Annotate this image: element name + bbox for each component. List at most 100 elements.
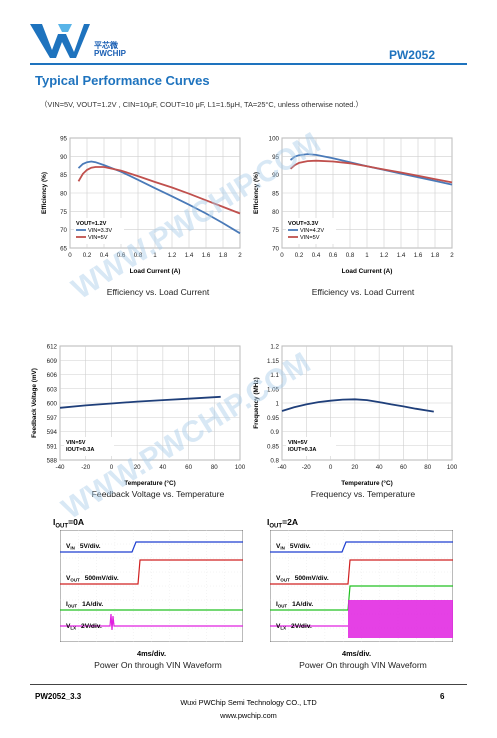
x-tick-label: 0 xyxy=(280,252,284,259)
caption-feedback: Feedback Voltage vs. Temperature xyxy=(91,489,225,499)
annotation-text: VIN=5V xyxy=(288,440,308,446)
x-tick-label: 2 xyxy=(450,252,454,259)
waveform-2-timebase: 4ms/div. xyxy=(342,649,372,658)
annotation-text: VOUT=3.3V xyxy=(288,221,319,227)
x-tick-label: 80 xyxy=(424,464,431,471)
x-tick-label: 1.4 xyxy=(185,252,194,259)
y-tick-label: 594 xyxy=(47,429,58,436)
x-tick-label: 60 xyxy=(400,464,407,471)
test-conditions: （VIN=5V, VOUT=1.2V , CIN=10μF, COUT=10 μ… xyxy=(40,100,363,109)
caption-efficiency-2: Efficiency vs. Load Current xyxy=(311,287,415,297)
x-tick-label: 0.6 xyxy=(329,252,338,259)
y-tick-label: 1.05 xyxy=(267,386,280,393)
y-tick-label: 95 xyxy=(60,136,67,143)
caption-efficiency-1: Efficiency vs. Load Current xyxy=(106,287,210,297)
x-tick-label: 1.8 xyxy=(219,252,228,259)
section-title: Typical Performance Curves xyxy=(35,73,210,88)
x-tick-label: 0.2 xyxy=(83,252,92,259)
x-axis-label: Temperature (°C) xyxy=(124,479,175,487)
waveform-scope-1: VIN 5V/div. VOUT 500mV/div. IOUT 1A/div. VLX 2V… xyxy=(60,530,243,642)
y-tick-label: 65 xyxy=(60,246,67,253)
y-axis-label: Feedback Voltage (mV) xyxy=(31,368,38,438)
footer-rule xyxy=(30,684,467,685)
x-tick-label: 80 xyxy=(211,464,218,471)
x-tick-label: 1.6 xyxy=(202,252,211,259)
footer-url: www.pwchip.com xyxy=(220,711,277,720)
caption-waveform-1: Power On through VIN Waveform xyxy=(94,660,222,670)
y-tick-label: 95 xyxy=(272,154,279,161)
caption-waveform-2: Power On through VIN Waveform xyxy=(299,660,427,670)
x-tick-label: 1.8 xyxy=(431,252,440,259)
legend-box xyxy=(64,437,114,456)
y-tick-label: 70 xyxy=(60,227,67,234)
trace-vout xyxy=(270,559,453,585)
annotation-text: VIN=5V xyxy=(66,440,86,446)
frequency-chart: 0.8 0.85 0.9 0.95 1 1.05 1.1 1.15 1.2 -40 -20 0 20 40… xyxy=(253,344,458,488)
waveform-1-title: IOUT=0A xyxy=(53,517,85,530)
x-tick-label: 0.4 xyxy=(100,252,109,259)
x-tick-label: 1.6 xyxy=(414,252,423,259)
series-line-1 xyxy=(281,398,434,413)
x-tick-label: 100 xyxy=(235,464,246,471)
x-tick-label: 0.8 xyxy=(134,252,143,259)
y-tick-label: 609 xyxy=(47,358,58,365)
part-number: PW2052 xyxy=(388,48,435,62)
legend-box xyxy=(286,437,336,456)
x-tick-label: 20 xyxy=(351,464,358,471)
trace-vin xyxy=(60,541,243,553)
channel-label: VIN 5V/div. xyxy=(276,543,311,551)
channel-label: VOUT 500mV/div. xyxy=(66,575,119,583)
y-tick-label: 85 xyxy=(272,191,279,198)
y-tick-label: 600 xyxy=(47,401,58,408)
legend-label: VIN=4.2V xyxy=(300,228,324,234)
legend-label: VIN=5V xyxy=(88,235,108,241)
x-tick-label: 1 xyxy=(153,252,157,259)
y-tick-label: 0.8 xyxy=(270,458,279,465)
y-tick-label: 0.9 xyxy=(270,429,279,436)
y-tick-label: 1.2 xyxy=(270,344,279,351)
trace-iout xyxy=(270,585,453,611)
waveform-1-timebase: 4ms/div. xyxy=(137,649,167,658)
y-tick-label: 85 xyxy=(60,172,67,179)
y-tick-label: 0.85 xyxy=(267,443,280,450)
y-tick-label: 591 xyxy=(47,443,58,450)
logo-english-name: PWCHIP xyxy=(94,49,126,58)
y-tick-label: 612 xyxy=(47,344,58,351)
channel-label: VOUT 500mV/div. xyxy=(276,575,329,583)
x-tick-label: 0.8 xyxy=(346,252,355,259)
x-tick-label: 60 xyxy=(185,464,192,471)
y-tick-label: 100 xyxy=(269,136,280,143)
x-tick-label: 40 xyxy=(376,464,383,471)
legend-label: VIN=5V xyxy=(300,235,320,241)
x-tick-label: 0 xyxy=(68,252,72,259)
y-tick-label: 90 xyxy=(60,154,67,161)
y-tick-label: 80 xyxy=(60,191,67,198)
caption-frequency: Frequency vs. Temperature xyxy=(310,489,416,499)
y-tick-label: 606 xyxy=(47,372,58,379)
y-tick-label: 1.15 xyxy=(267,358,280,365)
x-tick-label: -40 xyxy=(56,464,66,471)
annotation-text: VOUT=1.2V xyxy=(76,221,107,227)
x-tick-label: 20 xyxy=(134,464,141,471)
x-tick-label: 0 xyxy=(110,464,114,471)
page-number: 6 xyxy=(440,692,445,701)
x-tick-label: 40 xyxy=(159,464,166,471)
y-tick-label: 0.95 xyxy=(267,415,280,422)
legend-box xyxy=(74,218,124,244)
channel-label: IOUT 1A/div. xyxy=(276,601,313,609)
x-tick-label: 1 xyxy=(365,252,369,259)
footer-company: Wuxi PWChip Semi Technology CO., LTD xyxy=(180,698,317,707)
y-tick-label: 1 xyxy=(276,401,280,408)
x-tick-label: 1.2 xyxy=(168,252,177,259)
x-tick-label: 0.2 xyxy=(295,252,304,259)
header-rule xyxy=(30,63,467,65)
series-line-1 xyxy=(59,395,221,409)
x-tick-label: 1.4 xyxy=(397,252,406,259)
trace-vlx-switching xyxy=(348,600,453,638)
trace-vlx xyxy=(60,613,243,631)
y-axis-label: Efficiency (%) xyxy=(253,172,260,214)
y-tick-label: 588 xyxy=(47,458,58,465)
x-tick-label: 2 xyxy=(238,252,242,259)
efficiency-chart-vout-1.2v: 65 70 75 80 85 90 95 0 0.2 0.4 0.6 0.8 1 1.2 1.4 1.6 1.8… xyxy=(41,136,242,276)
y-tick-label: 603 xyxy=(47,386,58,393)
